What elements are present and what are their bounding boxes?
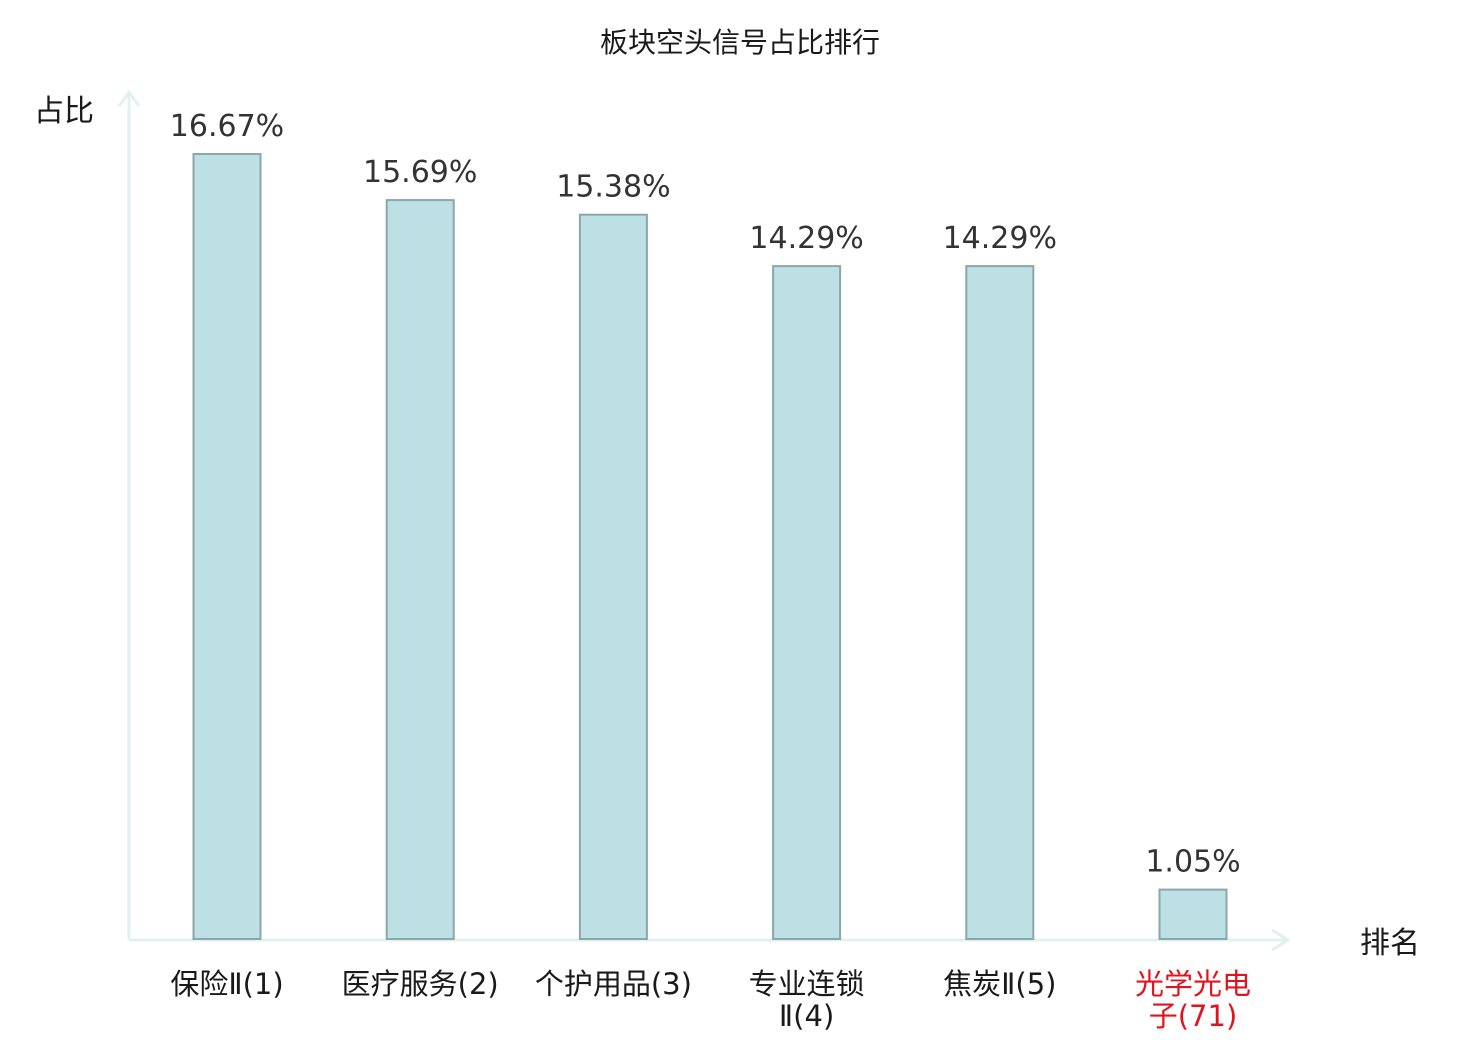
value-label-2: 15.69% <box>363 155 477 190</box>
bar-1 <box>192 153 262 940</box>
bar-2 <box>385 199 455 941</box>
value-label-3: 15.38% <box>556 170 670 205</box>
bar-3 <box>578 213 648 940</box>
bar-4 <box>772 265 842 941</box>
value-label-5: 14.29% <box>943 221 1057 256</box>
x-axis-label: 排名 <box>1360 926 1420 961</box>
category-label-2: 医疗服务(2) <box>342 967 499 1001</box>
category-label-5: 焦炭Ⅱ(5) <box>943 967 1056 1001</box>
value-label-4: 14.29% <box>749 221 863 256</box>
category-label-3: 个护用品(3) <box>535 967 692 1001</box>
value-label-6: 1.05% <box>1145 845 1240 880</box>
category-label-6-line-2: 子(71) <box>1149 999 1238 1033</box>
x-axis-arrow <box>1271 928 1291 952</box>
bar-6 <box>1158 888 1228 940</box>
category-label-1: 保险Ⅱ(1) <box>170 967 283 1001</box>
y-axis-arrow <box>117 89 141 107</box>
chart-title: 板块空头信号占比排行 <box>600 26 880 59</box>
axes <box>117 89 1291 952</box>
y-axis-label: 占比 <box>34 94 94 129</box>
bars <box>192 153 1228 941</box>
category-label-6-line-1: 光学光电 <box>1135 967 1251 1001</box>
category-label-4-line-2: Ⅱ(4) <box>779 999 834 1033</box>
bar-5 <box>965 265 1035 941</box>
value-labels: 16.67% 15.69% 15.38% 14.29% 14.29% 1.05% <box>170 109 1241 880</box>
value-label-1: 16.67% <box>170 109 284 144</box>
category-label-4-line-1: 专业连锁 <box>749 967 865 1001</box>
